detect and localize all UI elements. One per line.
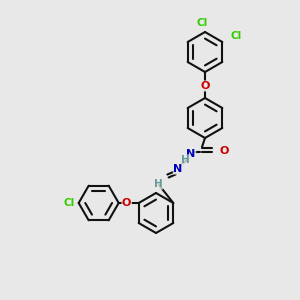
Text: N: N: [173, 164, 183, 174]
Text: H: H: [181, 155, 189, 165]
Text: Cl: Cl: [231, 31, 242, 41]
Text: N: N: [186, 149, 196, 159]
Text: Cl: Cl: [196, 18, 208, 28]
Text: Cl: Cl: [63, 198, 74, 208]
Text: O: O: [219, 146, 229, 156]
Text: O: O: [122, 198, 131, 208]
Text: H: H: [154, 179, 162, 189]
Text: O: O: [200, 81, 210, 91]
